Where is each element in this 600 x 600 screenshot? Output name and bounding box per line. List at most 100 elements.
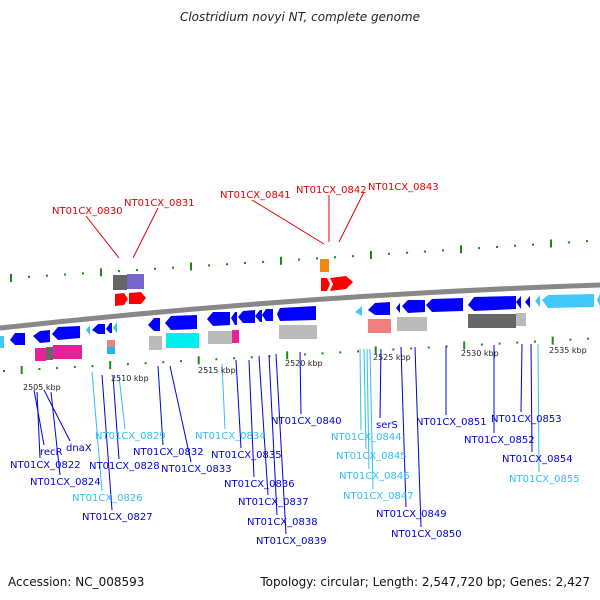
gene-arrow[interactable] (426, 298, 463, 312)
feature-box[interactable] (53, 345, 82, 359)
gene-label-NT01CX_0822[interactable]: NT01CX_0822 (10, 460, 81, 471)
gene-label-NT01CX_0846[interactable]: NT01CX_0846 (339, 471, 410, 482)
feature-box[interactable] (468, 314, 516, 328)
gene-label-NT01CX_0842[interactable]: NT01CX_0842 (296, 185, 367, 196)
gene-arrow[interactable] (402, 300, 425, 313)
feature-box[interactable] (107, 340, 115, 347)
leader-line (299, 351, 302, 415)
feature-box[interactable] (166, 333, 199, 348)
gene-arrow[interactable] (542, 294, 594, 308)
gene-label-NT01CX_0849[interactable]: NT01CX_0849 (376, 509, 447, 520)
leader-line (50, 391, 61, 476)
feature-box[interactable] (397, 317, 427, 331)
gene-arrow[interactable] (525, 296, 530, 308)
gene-label-NT01CX_0827[interactable]: NT01CX_0827 (82, 512, 153, 523)
feature-box[interactable] (279, 325, 317, 339)
gene-label-NT01CX_0829[interactable]: NT01CX_0829 (95, 431, 166, 442)
genome-backbone (0, 282, 600, 331)
leader-line (169, 365, 192, 463)
gene-arrow[interactable] (597, 294, 600, 306)
gene-label-NT01CX_0839[interactable]: NT01CX_0839 (256, 536, 327, 547)
scale-label: 2530 kbp (461, 349, 499, 358)
gene-arrow[interactable] (52, 326, 80, 340)
gene-label-NT01CX_0850[interactable]: NT01CX_0850 (391, 529, 462, 540)
gene-arrow[interactable] (86, 325, 90, 335)
feature-box[interactable] (232, 330, 239, 343)
gene-label-recR[interactable]: recR (40, 447, 63, 458)
feature-box[interactable] (35, 348, 46, 361)
gene-label-dnaX[interactable]: dnaX (66, 443, 92, 454)
gene-arrow[interactable] (255, 310, 262, 322)
leader-line (118, 375, 126, 430)
gene-arrow[interactable] (516, 296, 521, 309)
gene-label-NT01CX_0855[interactable]: NT01CX_0855 (509, 474, 580, 485)
gene-label-NT01CX_0837[interactable]: NT01CX_0837 (238, 497, 309, 508)
feature-box[interactable] (368, 319, 391, 333)
leader-line (359, 348, 362, 431)
gene-label-NT01CX_0840[interactable]: NT01CX_0840 (271, 416, 342, 427)
leader-line (36, 391, 41, 459)
feature-box[interactable] (208, 331, 232, 344)
gene-feature[interactable] (127, 274, 144, 289)
gene-arrow[interactable] (106, 323, 112, 333)
feature-box[interactable] (149, 336, 162, 350)
gene-label-NT01CX_0836[interactable]: NT01CX_0836 (224, 479, 295, 490)
gene-label-NT01CX_0831[interactable]: NT01CX_0831 (124, 198, 195, 209)
gene-label-NT01CX_0853[interactable]: NT01CX_0853 (491, 414, 562, 425)
scale-labels: 2505 kbp 2510 kbp 2515 kbp 2520 kbp 2525 kbp… (23, 346, 587, 392)
gene-feature[interactable] (113, 275, 127, 290)
gene-arrow[interactable] (33, 330, 50, 343)
gene-arrow[interactable] (207, 312, 230, 326)
gene-arrow[interactable] (277, 306, 316, 321)
gene-label-NT01CX_0841[interactable]: NT01CX_0841 (220, 190, 291, 201)
gene-label-NT01CX_0826[interactable]: NT01CX_0826 (72, 493, 143, 504)
gene-label-NT01CX_0845[interactable]: NT01CX_0845 (336, 451, 407, 462)
gene-arrow[interactable] (368, 302, 390, 315)
gene-arrow[interactable] (10, 333, 25, 345)
gene-arrow[interactable] (0, 336, 4, 348)
gene-arrow[interactable] (231, 312, 237, 325)
gene-label-NT01CX_0835[interactable]: NT01CX_0835 (211, 450, 282, 461)
gene-arrow[interactable] (165, 315, 197, 330)
outer-tick-track (10, 239, 588, 282)
gene-arrow[interactable] (355, 306, 362, 316)
gene-label-serS[interactable]: serS (376, 420, 398, 431)
gene-label-NT01CX_0833[interactable]: NT01CX_0833 (161, 464, 232, 475)
reverse-genes (0, 294, 600, 348)
feature-box[interactable] (107, 347, 115, 354)
gene-label-NT01CX_0830[interactable]: NT01CX_0830 (52, 206, 123, 217)
gene-label-NT01CX_0852[interactable]: NT01CX_0852 (464, 435, 535, 446)
gene-arrow-0830[interactable] (115, 293, 128, 306)
gene-arrow[interactable] (262, 309, 273, 321)
gene-label-NT01CX_0828[interactable]: NT01CX_0828 (89, 461, 160, 472)
gene-feature[interactable] (320, 259, 329, 272)
feature-box[interactable] (516, 313, 526, 326)
gene-arrow-0831[interactable] (129, 292, 146, 304)
scale-label: 2510 kbp (111, 374, 149, 383)
gene-label-NT01CX_0854[interactable]: NT01CX_0854 (502, 454, 573, 465)
gene-arrow[interactable] (238, 310, 255, 323)
gene-label-NT01CX_0834[interactable]: NT01CX_0834 (195, 431, 266, 442)
gene-arrow-0843[interactable] (330, 276, 353, 291)
gene-arrow[interactable] (113, 322, 117, 333)
gene-arrow[interactable] (468, 296, 516, 311)
gene-label-NT01CX_0844[interactable]: NT01CX_0844 (331, 432, 402, 443)
leader-line (235, 359, 242, 449)
gene-arrow[interactable] (92, 324, 105, 334)
leader-line (157, 365, 164, 446)
gene-arrow[interactable] (396, 303, 400, 313)
gene-arrow-0841[interactable] (321, 278, 330, 291)
gene-label-NT01CX_0847[interactable]: NT01CX_0847 (343, 491, 414, 502)
leader-line (414, 346, 422, 528)
gene-label-NT01CX_0838[interactable]: NT01CX_0838 (247, 517, 318, 528)
gene-arrow[interactable] (535, 295, 540, 307)
gene-label-NT01CX_0824[interactable]: NT01CX_0824 (30, 477, 101, 488)
leader-line (132, 207, 159, 259)
gene-label-NT01CX_0832[interactable]: NT01CX_0832 (133, 447, 204, 458)
feature-box[interactable] (46, 347, 53, 360)
gene-arrow[interactable] (148, 318, 160, 331)
gene-label-NT01CX_0851[interactable]: NT01CX_0851 (416, 417, 487, 428)
gene-label-NT01CX_0843[interactable]: NT01CX_0843 (368, 182, 439, 193)
inner-tick-track (3, 336, 590, 375)
